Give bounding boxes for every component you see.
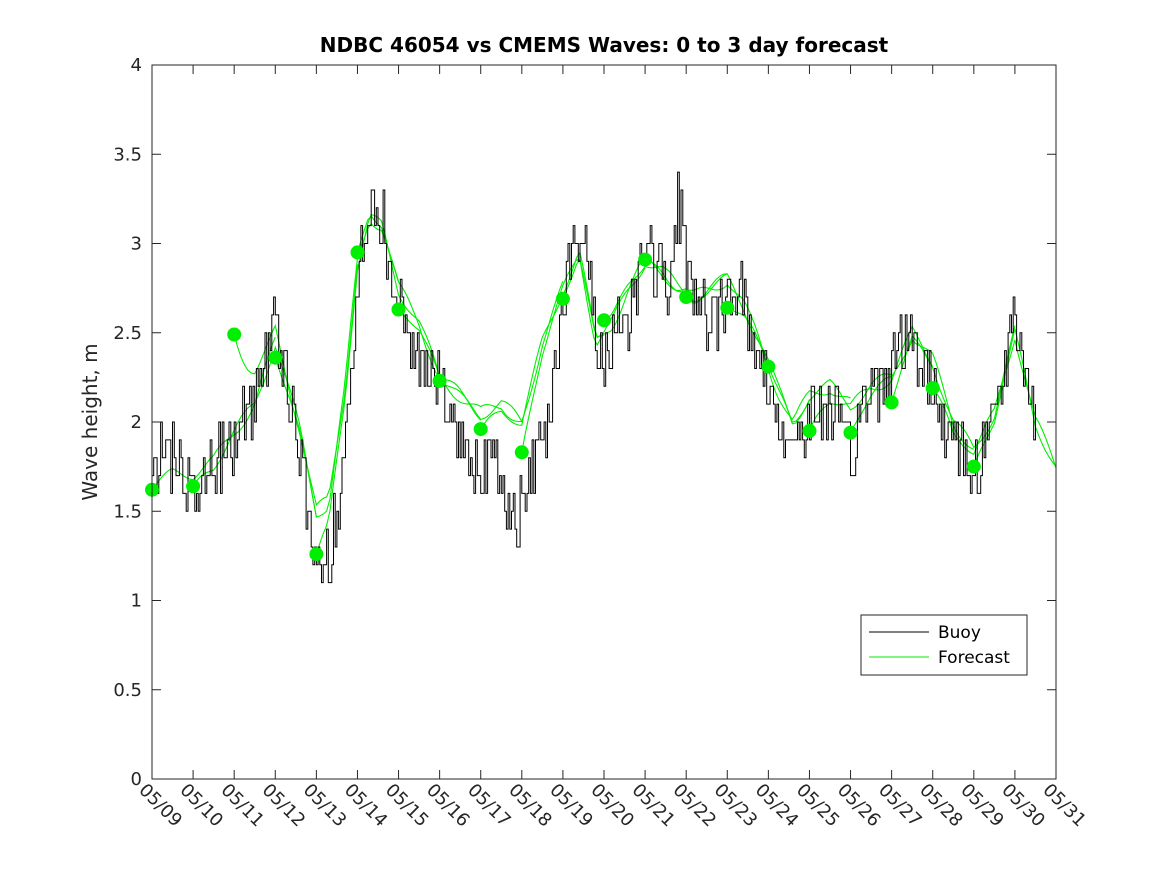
forecast-start-marker — [597, 313, 611, 328]
legend: Buoy Forecast — [860, 614, 1028, 676]
y-tick-label: 4 — [131, 55, 142, 76]
forecast-line — [398, 309, 522, 423]
forecast-start-marker — [309, 547, 324, 562]
y-tick-label: 3.5 — [113, 144, 142, 165]
legend-buoy-label: Buoy — [938, 623, 981, 643]
forecast-start-markers — [145, 245, 981, 562]
forecast-start-marker — [966, 459, 981, 474]
y-tick-label: 1 — [131, 591, 142, 612]
forecast-line — [439, 280, 564, 423]
y-tick-label: 0.5 — [113, 680, 142, 701]
forecast-start-marker — [802, 423, 817, 438]
y-axis-label: Wave height, m — [78, 343, 102, 500]
forecast-start-marker — [925, 381, 940, 396]
forecast-start-marker — [473, 422, 488, 437]
y-axis: 0 0.5 1 1.5 2 2.5 3 3.5 4 — [113, 55, 1056, 790]
forecast-start-marker — [391, 302, 406, 317]
legend-forecast-label: Forecast — [938, 648, 1010, 668]
y-tick-label: 2.5 — [113, 323, 142, 344]
y-tick-label: 2 — [131, 412, 142, 433]
forecast-line — [480, 251, 605, 430]
forecast-start-marker — [761, 359, 776, 374]
forecast-start-marker — [679, 290, 694, 304]
forecast-start-marker — [884, 395, 899, 410]
legend-box — [860, 614, 1028, 676]
chart-title: NDBC 46054 vs CMEMS Waves: 0 to 3 day fo… — [320, 33, 889, 57]
forecast-start-marker — [638, 252, 653, 267]
forecast-start-marker — [350, 245, 365, 260]
y-tick-label: 0 — [131, 769, 142, 790]
y-tick-label: 1.5 — [113, 501, 142, 522]
forecast-line — [521, 259, 646, 453]
forecast-start-marker — [432, 373, 447, 388]
forecast-start-marker — [227, 327, 242, 342]
forecast-start-marker — [268, 350, 283, 365]
forecast-start-marker — [555, 291, 570, 306]
y-tick-label: 3 — [131, 234, 142, 255]
forecast-start-marker — [186, 479, 201, 494]
forecast-start-marker — [843, 425, 858, 440]
forecast-start-marker — [514, 445, 529, 460]
forecast-start-marker — [720, 300, 735, 315]
